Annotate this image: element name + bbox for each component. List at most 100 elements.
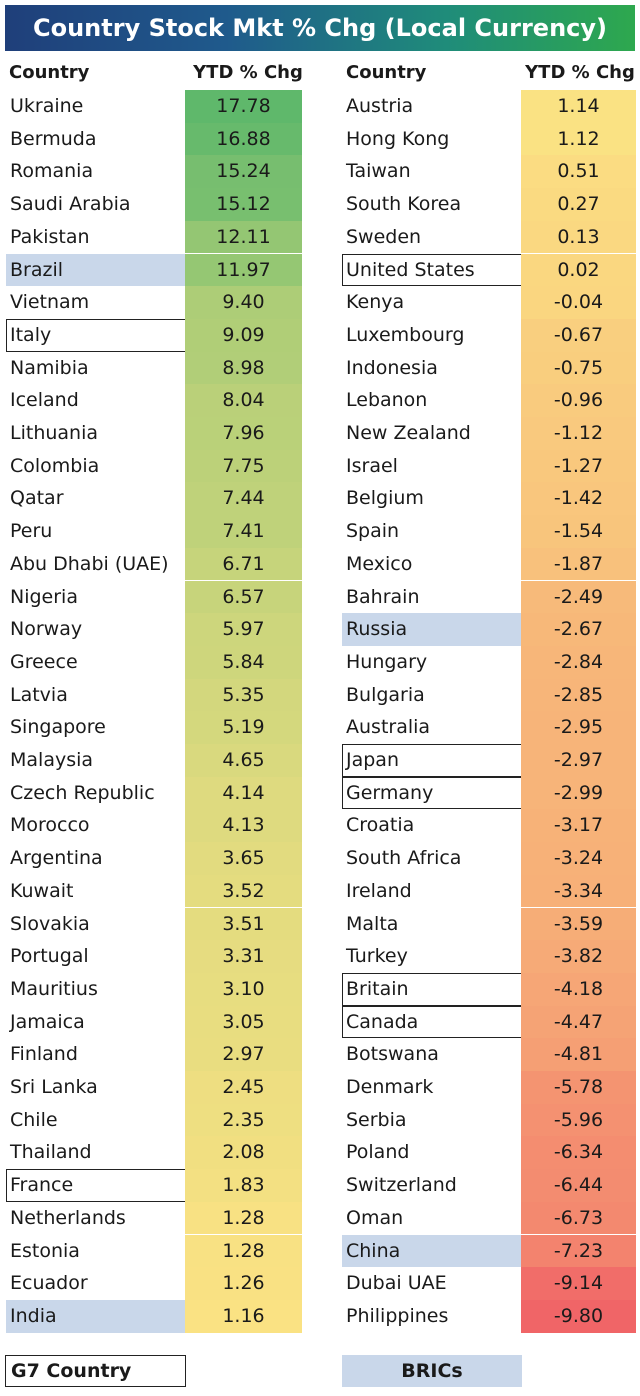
country-name: New Zealand: [346, 422, 471, 444]
ytd-value-cell: 4.14: [185, 776, 302, 810]
country-name: South Africa: [346, 847, 462, 870]
country-name: Canada: [342, 1005, 522, 1039]
country-name: Colombia: [10, 454, 100, 477]
country-name: India: [6, 1299, 186, 1333]
ytd-value-cell: -1.42: [521, 482, 636, 516]
ytd-value-cell: 3.51: [185, 907, 302, 941]
country-name: Kuwait: [10, 879, 74, 902]
chart-title-bar: Country Stock Mkt % Chg (Local Currency): [5, 5, 635, 51]
ytd-value-cell: 6.57: [185, 580, 302, 614]
ytd-value-cell: -2.99: [521, 776, 636, 810]
ytd-value-cell: -2.97: [521, 744, 636, 777]
country-name: Bulgaria: [346, 683, 425, 706]
ytd-value-cell: -0.75: [521, 351, 636, 385]
country-name: Israel: [346, 454, 398, 477]
ytd-value-cell: -0.96: [521, 384, 636, 417]
country-name: Japan: [342, 744, 522, 777]
country-name: Namibia: [10, 356, 89, 379]
country-name: Finland: [10, 1043, 78, 1066]
ytd-value-cell: -1.12: [521, 417, 636, 450]
ytd-value-cell: 1.12: [521, 122, 636, 156]
country-name: Czech Republic: [10, 781, 155, 804]
country-name: Taiwan: [346, 160, 411, 183]
ytd-value-cell: -2.84: [521, 645, 636, 679]
country-name: Romania: [10, 160, 94, 183]
country-name: Indonesia: [346, 356, 438, 379]
country-name: Iceland: [10, 389, 79, 412]
ytd-value-cell: 3.52: [185, 874, 302, 908]
country-name: Ukraine: [10, 95, 84, 117]
country-name: Pakistan: [10, 225, 90, 248]
ytd-value-cell: -9.80: [521, 1299, 636, 1333]
country-name: Luxembourg: [346, 323, 465, 346]
country-name: Austria: [346, 95, 414, 117]
country-name: Estonia: [10, 1239, 80, 1262]
country-name: Hong Kong: [346, 127, 450, 150]
ytd-value-cell: 2.35: [185, 1103, 302, 1137]
country-name: Singapore: [10, 716, 106, 739]
country-name: Abu Dhabi (UAE): [10, 552, 169, 575]
ytd-value-cell: -0.67: [521, 318, 636, 352]
country-name: Bahrain: [346, 585, 420, 608]
country-name: Malaysia: [10, 749, 94, 771]
left-header-ytd: YTD % Chg: [193, 62, 303, 83]
country-name: Kenya: [346, 291, 405, 314]
country-name: Bermuda: [10, 127, 97, 150]
ytd-value-cell: 3.65: [185, 842, 302, 875]
ytd-value-cell: 5.84: [185, 645, 302, 679]
country-name: Vietnam: [10, 291, 90, 314]
country-name: Russia: [342, 613, 522, 646]
ytd-value-cell: -3.59: [521, 907, 636, 941]
country-name: Sri Lanka: [10, 1076, 98, 1098]
country-name: Norway: [10, 618, 83, 641]
ytd-value-cell: 1.28: [185, 1201, 302, 1235]
ytd-value-cell: 5.35: [185, 678, 302, 712]
ytd-value-cell: 0.02: [521, 253, 636, 287]
ytd-value-cell: -2.49: [521, 580, 636, 614]
ytd-value-cell: 6.71: [185, 547, 302, 581]
ytd-value-cell: 1.28: [185, 1234, 302, 1268]
ytd-value-cell: -1.87: [521, 547, 636, 581]
ytd-value-cell: 2.97: [185, 1038, 302, 1071]
ytd-value-cell: -0.04: [521, 286, 636, 319]
country-name: Lebanon: [346, 389, 428, 412]
ytd-value-cell: -3.82: [521, 940, 636, 973]
country-name: United States: [342, 253, 522, 287]
ytd-value-cell: -4.81: [521, 1038, 636, 1071]
country-name: Mauritius: [10, 977, 98, 1000]
ytd-value-cell: 15.12: [185, 188, 302, 221]
ytd-value-cell: -5.78: [521, 1071, 636, 1104]
country-name: Lithuania: [10, 422, 99, 444]
ytd-value-cell: 9.40: [185, 286, 302, 319]
ytd-value-cell: 7.41: [185, 515, 302, 548]
country-name: Morocco: [10, 814, 90, 837]
country-name: Switzerland: [346, 1174, 457, 1197]
ytd-value-cell: 0.27: [521, 188, 636, 221]
ytd-value-cell: 1.83: [185, 1169, 302, 1202]
country-name: Ecuador: [10, 1272, 88, 1295]
country-name: Thailand: [10, 1141, 92, 1164]
ytd-value-cell: 1.14: [521, 90, 636, 123]
country-name: Belgium: [346, 487, 424, 510]
ytd-value-cell: 8.98: [185, 351, 302, 385]
country-name: Malta: [346, 912, 399, 935]
country-name: Britain: [342, 972, 522, 1006]
ytd-value-cell: 0.13: [521, 220, 636, 254]
ytd-value-cell: 4.13: [185, 809, 302, 843]
ytd-value-cell: 5.19: [185, 711, 302, 744]
country-name: Slovakia: [10, 912, 90, 935]
ytd-value-cell: -2.67: [521, 613, 636, 646]
country-name: Dubai UAE: [346, 1272, 447, 1295]
ytd-value-cell: -3.24: [521, 842, 636, 875]
country-name: Mexico: [346, 552, 413, 575]
country-name: Turkey: [346, 945, 408, 968]
ytd-value-cell: -5.96: [521, 1103, 636, 1137]
left-header-country: Country: [9, 62, 90, 83]
ytd-value-cell: -9.14: [521, 1267, 636, 1300]
country-name: Sweden: [346, 225, 422, 248]
country-name: Australia: [346, 716, 431, 739]
country-name: Portugal: [10, 945, 89, 968]
ytd-value-cell: -1.27: [521, 449, 636, 483]
ytd-value-cell: 5.97: [185, 613, 302, 646]
country-name: Croatia: [346, 814, 415, 837]
